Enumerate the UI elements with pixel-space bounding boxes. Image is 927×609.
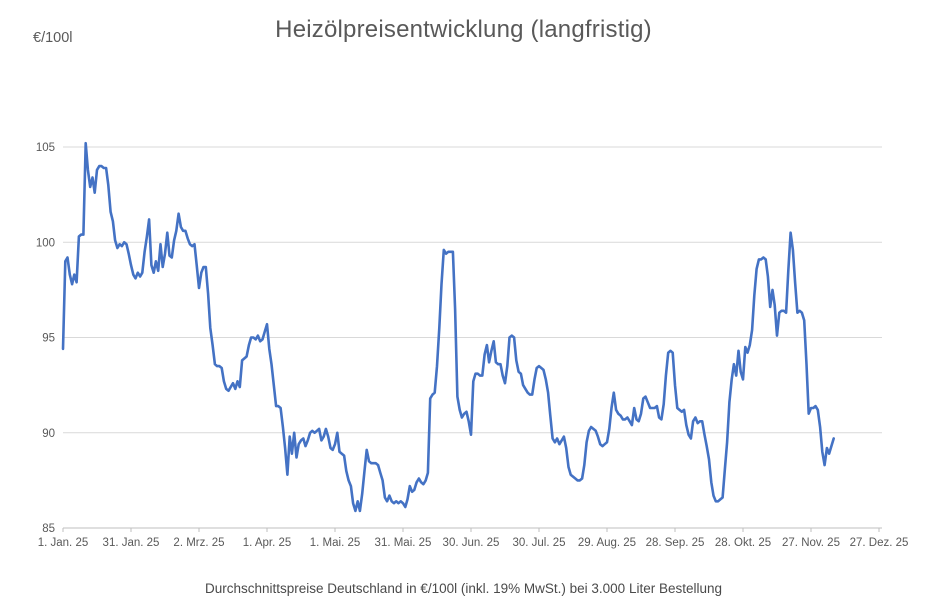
- x-axis-tick-label: 31. Jan. 25: [103, 537, 160, 549]
- x-axis-tick-label: 1. Apr. 25: [243, 537, 292, 549]
- x-axis-tick-label: 27. Nov. 25: [782, 537, 840, 549]
- x-axis-tick-label: 1. Jan. 25: [38, 537, 89, 549]
- x-axis-tick-label: 1. Mai. 25: [310, 537, 361, 549]
- x-axis-tick-label: 30. Jul. 25: [512, 537, 565, 549]
- y-axis-tick-label: 90: [42, 428, 55, 440]
- y-axis-tick-label: 100: [36, 237, 55, 249]
- x-axis-tick-label: 27. Dez. 25: [850, 537, 909, 549]
- y-axis-tick-label: 95: [42, 333, 55, 345]
- x-axis-tick-label: 28. Okt. 25: [715, 537, 771, 549]
- x-axis-tick-label: 28. Sep. 25: [646, 537, 705, 549]
- y-axis-tick-label: 105: [36, 142, 55, 154]
- x-axis-tick-label: 2. Mrz. 25: [173, 537, 224, 549]
- y-axis-unit-label: €/100l: [33, 30, 73, 46]
- y-axis-tick-label: 85: [42, 523, 55, 535]
- chart-subtitle: Durchschnittspreise Deutschland in €/100…: [204, 581, 722, 596]
- price-line: [61, 141, 836, 513]
- chart-title: Heizölpreisentwicklung (langfristig): [275, 16, 652, 43]
- x-axis-tick-label: 29. Aug. 25: [578, 537, 636, 549]
- x-axis-tick-label: 30. Jun. 25: [443, 537, 500, 549]
- x-axis-tick-label: 31. Mai. 25: [375, 537, 432, 549]
